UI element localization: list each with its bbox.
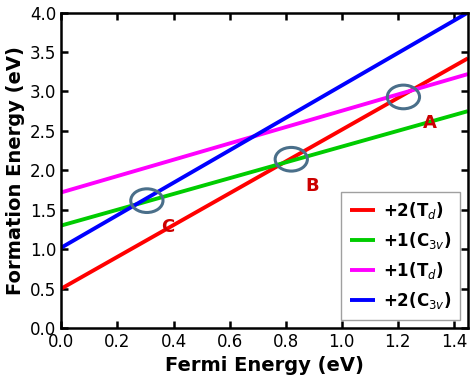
Text: C: C (161, 218, 174, 236)
X-axis label: Fermi Energy (eV): Fermi Energy (eV) (165, 357, 364, 375)
Text: A: A (423, 114, 437, 132)
Y-axis label: Formation Energy (eV): Formation Energy (eV) (6, 46, 25, 295)
Text: B: B (305, 177, 319, 195)
Legend: +2(T$_d$), +1(C$_{3v}$), +1(T$_d$), +2(C$_{3v}$): +2(T$_d$), +1(C$_{3v}$), +1(T$_d$), +2(C… (341, 192, 460, 320)
